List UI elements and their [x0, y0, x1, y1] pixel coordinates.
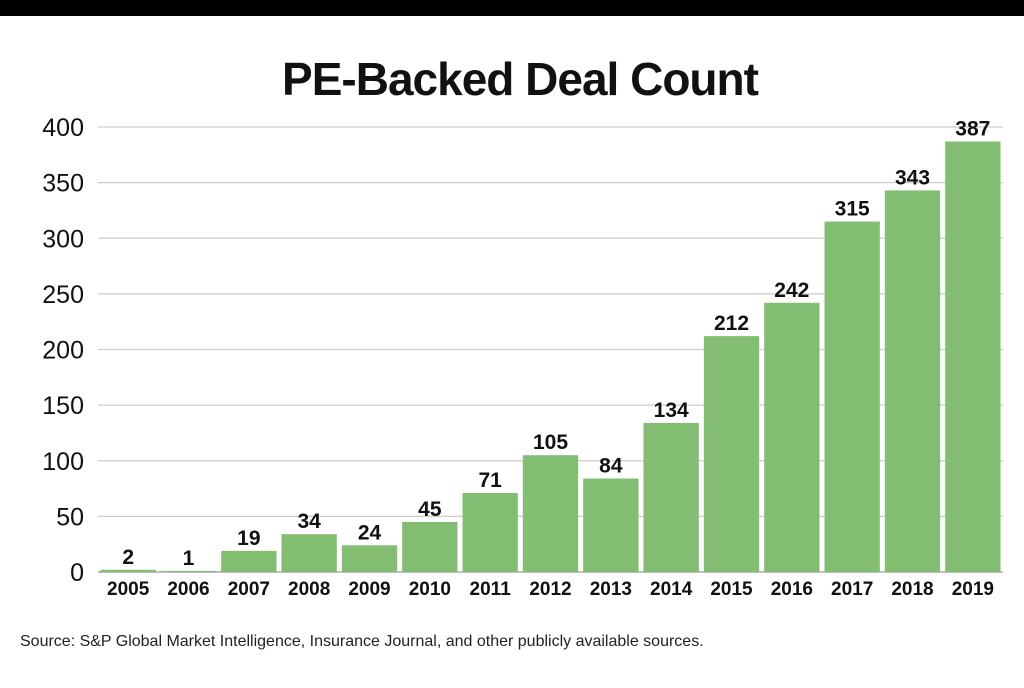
bar-2019 — [945, 141, 1001, 572]
data-label-2009: 24 — [358, 521, 382, 544]
data-label-2018: 343 — [895, 166, 930, 189]
x-tick-label-2007: 2007 — [228, 579, 270, 600]
bar-2016 — [764, 302, 820, 572]
x-tick-label-2008: 2008 — [288, 579, 330, 600]
bar-2017 — [824, 221, 880, 572]
chart-title: PE-Backed Deal Count — [282, 53, 759, 105]
x-axis-ticks: 2005 2006 2007 2008 2009 2010 2011 2012 2013 2014… — [107, 579, 994, 600]
bar-2009 — [341, 545, 398, 572]
bar-2014 — [643, 422, 699, 572]
x-tick-label-2005: 2005 — [107, 579, 150, 600]
bar-2008 — [281, 534, 337, 572]
bar-2006 — [160, 570, 217, 572]
data-label-2011: 71 — [478, 469, 502, 492]
data-label-2013: 84 — [599, 455, 623, 478]
x-tick-label-2009: 2009 — [348, 579, 390, 600]
y-axis-ticks: 0 50 100 150 200 250 300 350 400 — [42, 114, 84, 587]
x-tick-label-2011: 2011 — [470, 579, 512, 600]
x-tick-label-2016: 2016 — [771, 579, 813, 600]
y-tick-label: 150 — [42, 392, 84, 420]
y-tick-label: 50 — [56, 503, 84, 531]
bar-2005 — [100, 569, 156, 572]
data-label-2019: 387 — [955, 117, 990, 140]
data-label-2007: 19 — [237, 527, 260, 550]
x-tick-label-2012: 2012 — [529, 579, 571, 600]
y-tick-label: 0 — [70, 559, 84, 587]
x-tick-label-2014: 2014 — [650, 579, 693, 600]
data-label-2005: 2 — [122, 546, 134, 569]
bar-2010 — [402, 521, 458, 572]
x-tick-label-2015: 2015 — [710, 579, 753, 600]
data-label-2008: 34 — [297, 510, 321, 533]
bar-2015 — [703, 336, 760, 572]
data-label-2012: 105 — [533, 431, 568, 454]
y-tick-label: 250 — [42, 281, 84, 309]
bars — [100, 141, 1001, 572]
x-tick-label-2013: 2013 — [590, 579, 632, 600]
x-tick-label-2018: 2018 — [891, 579, 933, 600]
data-label-2017: 315 — [835, 198, 870, 221]
y-tick-label: 400 — [42, 114, 84, 142]
bar-2018 — [884, 190, 941, 572]
bar-2007 — [221, 550, 277, 572]
x-tick-label-2010: 2010 — [409, 579, 451, 600]
x-tick-label-2006: 2006 — [167, 579, 209, 600]
bar-2012 — [522, 455, 579, 572]
x-tick-label-2019: 2019 — [952, 579, 994, 600]
y-tick-label: 300 — [42, 225, 84, 253]
bar-2011 — [462, 493, 518, 572]
top-border-bar — [0, 0, 1024, 16]
data-label-2014: 134 — [654, 399, 689, 422]
y-tick-label: 350 — [42, 170, 84, 198]
y-tick-label: 100 — [42, 448, 84, 476]
data-label-2015: 212 — [714, 312, 749, 335]
data-label-2006: 1 — [183, 547, 195, 570]
data-labels: 2 1 19 34 24 45 71 105 84 134 212 242 315 343 387 — [122, 117, 990, 569]
source-note: Source: S&P Global Market Intelligence, … — [20, 633, 704, 650]
data-label-2010: 45 — [418, 498, 442, 521]
y-tick-label: 200 — [42, 337, 84, 365]
bar-2013 — [583, 478, 639, 572]
data-label-2016: 242 — [774, 279, 809, 302]
x-tick-label-2017: 2017 — [831, 579, 873, 600]
